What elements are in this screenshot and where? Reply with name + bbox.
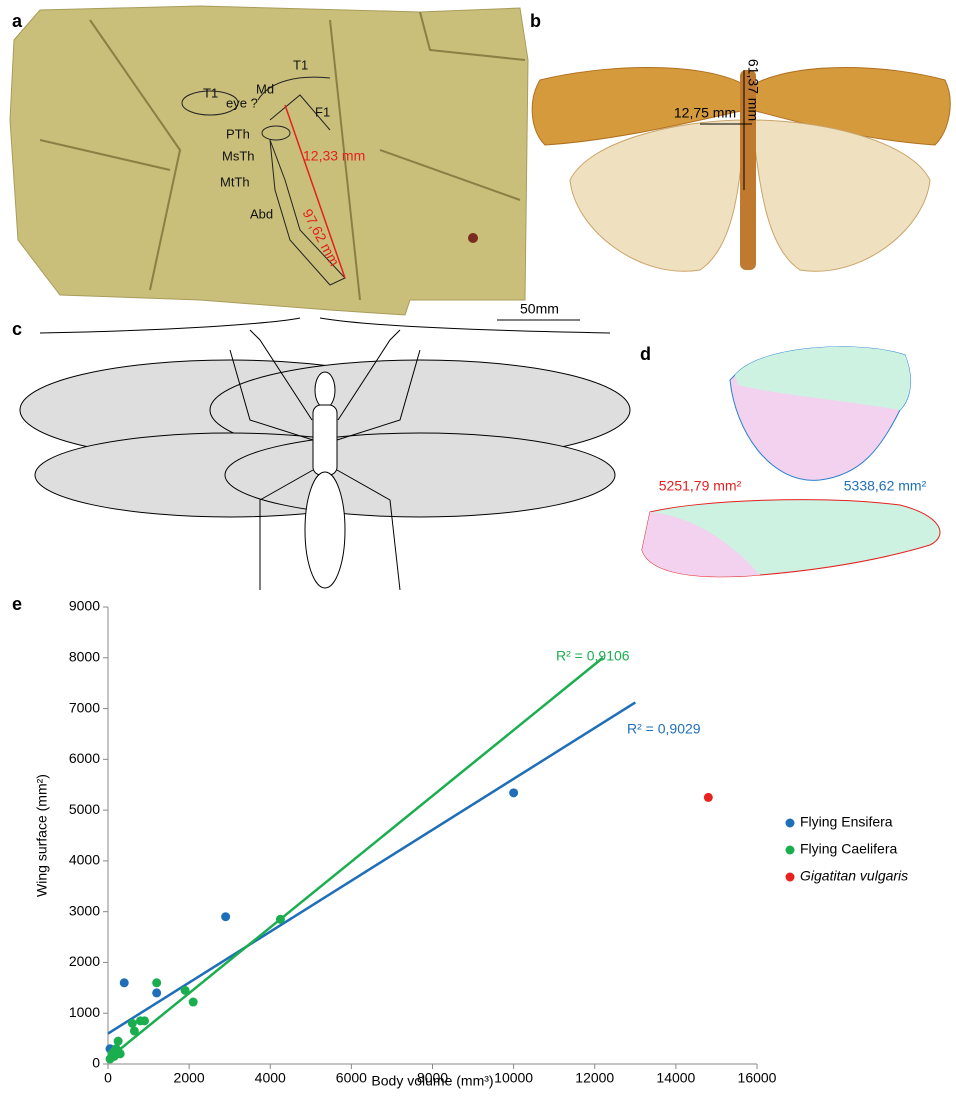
point [152, 988, 161, 997]
x-tick-label: 12000 [575, 1070, 614, 1086]
reconstruction-drawing [20, 318, 630, 590]
point [509, 788, 518, 797]
trendline [108, 658, 603, 1059]
anatomy-label: T1 [293, 57, 308, 72]
legend-marker [786, 819, 795, 828]
point [181, 986, 190, 995]
y-tick-label: 6000 [69, 750, 100, 766]
y-tick-label: 7000 [69, 699, 100, 715]
x-tick-label: 0 [104, 1070, 112, 1086]
panel-label: e [12, 594, 22, 614]
panel-label: b [530, 11, 541, 31]
x-tick-label: 4000 [255, 1070, 286, 1086]
anatomy-label: Md [256, 81, 274, 96]
y-tick-label: 2000 [69, 953, 100, 969]
scale-bar-label: 50mm [520, 301, 559, 317]
anatomy-label: PTh [226, 126, 250, 141]
legend-label: Flying Caelifera [800, 841, 897, 857]
x-tick-label: 10000 [494, 1070, 533, 1086]
y-tick-label: 5000 [69, 801, 100, 817]
specimen-photo [532, 68, 950, 272]
anatomy-label: T1 [203, 85, 218, 100]
r-squared: R² = 0,9029 [627, 721, 701, 737]
x-tick-label: 14000 [656, 1070, 695, 1086]
y-tick-label: 0 [92, 1055, 100, 1071]
anatomy-label: MtTh [220, 174, 250, 189]
point [189, 998, 198, 1007]
y-tick-label: 4000 [69, 852, 100, 868]
point [130, 1026, 139, 1035]
legend-label: Gigatitan vulgaris [800, 868, 908, 884]
wing-outlines [642, 347, 940, 577]
figure: a b c d e T1 eye ?Md T1 F1 PTh MsTh MtTh Abd 12,33 mm… [0, 0, 956, 1092]
anatomy-label: Abd [250, 206, 273, 221]
point [276, 915, 285, 924]
point [116, 1049, 125, 1058]
anatomy-label: F1 [315, 104, 330, 119]
measurement: 12,75 mm [674, 105, 736, 121]
x-tick-label: 6000 [336, 1070, 367, 1086]
point [140, 1016, 149, 1025]
area-label: 5251,79 mm² [659, 478, 742, 494]
legend-marker [786, 846, 795, 855]
r-squared: R² = 0,9106 [556, 648, 630, 664]
y-axis-title: Wing surface (mm²) [34, 774, 50, 897]
point [120, 978, 129, 987]
y-tick-label: 1000 [69, 1004, 100, 1020]
panel-label: d [640, 344, 651, 364]
y-tick-label: 9000 [69, 598, 100, 614]
y-tick-label: 8000 [69, 648, 100, 664]
panel-label: a [12, 11, 23, 31]
x-tick-label: 16000 [738, 1070, 777, 1086]
trendline [108, 702, 635, 1033]
point [221, 912, 230, 921]
legend-marker [786, 873, 795, 882]
anatomy-label: eye ? [226, 95, 258, 110]
fossil-photo [10, 6, 528, 315]
anatomy-label: MsTh [222, 148, 255, 163]
measurement: 61,37 mm [745, 59, 761, 121]
point [152, 978, 161, 987]
y-tick-label: 3000 [69, 902, 100, 918]
measurement: 12,33 mm [303, 148, 365, 164]
area-label: 5338,62 mm² [844, 478, 927, 494]
point [114, 1037, 123, 1046]
panel-label: c [12, 319, 22, 339]
point [128, 1019, 137, 1028]
legend-label: Flying Ensifera [800, 814, 893, 830]
x-axis-title: Body volume (mm³) [371, 1073, 493, 1089]
x-tick-label: 2000 [174, 1070, 205, 1086]
point [704, 793, 713, 802]
